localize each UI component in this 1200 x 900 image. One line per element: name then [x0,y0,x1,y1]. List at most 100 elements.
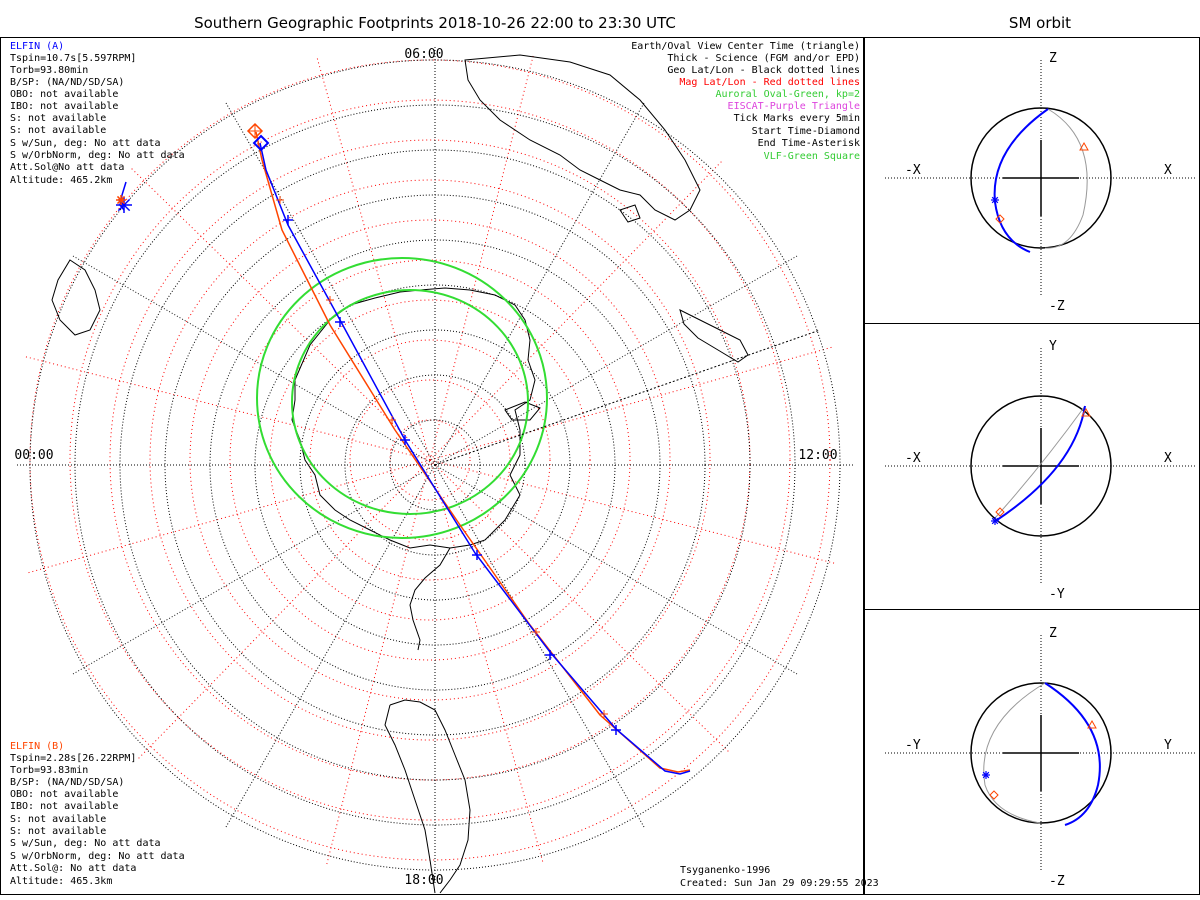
orbit-trace-gray [994,405,1086,519]
mag-lon-line [429,459,731,754]
mag-lat-circle [109,139,751,781]
orbit-label-top: Z [1049,626,1057,641]
elfin-a-info: ELFIN (A) Tspin=10.7s[5.597RPM] Torb=93.… [10,41,185,186]
legend-entry: VLF-Green Square [764,151,860,162]
orbit-title: SM orbit [1009,14,1071,32]
south-america-coast [384,699,471,894]
legend-entry: Mag Lat/Lon - Red dotted lines [679,77,860,88]
end-asterisk [117,198,131,212]
elfin-a-line: S w/Sun, deg: No att data [10,138,161,149]
orbit-label-left: -X [905,451,921,466]
new-zealand-coast [679,309,749,363]
orbit-label-right: X [1164,163,1172,178]
earth-circle [970,107,1112,249]
time-label-left: 00:00 [14,448,53,463]
antarctica-coast [291,287,536,549]
elfin-a-line: S w/OrbNorm, deg: No att data [10,150,185,161]
elfin-b-line: B/SP: (NA/ND/SD/SA) [10,777,124,788]
island-small-2 [619,204,641,223]
mag-lon-line [429,459,544,865]
mag-lat-circle [69,99,791,821]
model-text: Tsyganenko-1996 [680,865,770,876]
mag-lon-line [25,459,431,574]
elfin-a-line: S: not available [10,125,106,136]
mag-lat-circle [269,299,591,621]
elfin-a-line: IBO: not available [10,101,118,112]
auroral-ovals [256,257,548,539]
mag-lat-circle [229,259,631,661]
elfin-b-line: S: not available [10,814,106,825]
geo-lon-line [434,101,646,466]
start-diamond-orbit [995,214,1005,224]
legend-entry: Auroral Oval-Green, kp=2 [716,89,861,100]
orbit-trace-a [993,108,1049,253]
elfin-b-line: Torb=93.83min [10,765,88,776]
orbit-trace-gray [983,682,1046,824]
elfin-a-name: ELFIN (A) [10,41,64,52]
orbit-trace-a [1044,682,1101,826]
end-asterisk-orbit [991,517,999,525]
view-center-triangle [1081,407,1091,417]
elfin-a-line: B/SP: (NA/ND/SD/SA) [10,77,124,88]
orbit-label-bottom: -Z [1049,299,1065,314]
geo-lon-line [71,464,436,676]
mag-lat-circle [389,419,471,501]
orbit-panel-3: Z -Z -Y Y [885,626,1195,889]
start-diamond-orbit [995,507,1005,517]
geo-lon-line [224,464,436,829]
elfin-a-line: OBO: not available [10,89,118,100]
elfin-a-line: Tspin=10.7s[5.597RPM] [10,53,136,64]
orbit-label-right: Y [1164,738,1172,753]
elfin-b-line: S: not available [10,826,106,837]
view-center-line [434,329,821,466]
elfin-b-line: S w/Sun, deg: No att data [10,838,161,849]
legend-entry: Thick - Science (FGM and/or EPD) [667,53,860,64]
time-label-bottom: 18:00 [404,873,443,888]
start-diamond-a [252,134,270,152]
track-elfin-b [255,131,691,773]
legend-entry: Earth/Oval View Center Time (triangle) [631,41,860,52]
orbit-label-bottom: -Y [1049,587,1065,602]
geo-lon-line [224,101,436,466]
earth-circle [970,395,1112,537]
orbit-trace-gray [1044,108,1088,249]
mag-lon-line [325,459,431,868]
mag-lon-line [136,459,431,761]
elfin-b-line: Att.Sol@: No att data [10,863,136,874]
end-asterisk-orbit [991,196,999,204]
main-map-frame [0,37,864,895]
footprint-tracks [116,122,691,775]
elfin-a-line: Att.Sol@No att data [10,162,124,173]
orbit-label-left: -X [905,163,921,178]
legend: Earth/Oval View Center Time (triangle) T… [631,41,860,162]
earth-circle [970,682,1112,824]
time-label-right: 12:00 [798,448,837,463]
mag-lon-line [129,166,431,461]
orbit-label-left: -Y [905,738,921,753]
geo-lon-line [71,254,436,466]
elfin-b-line: OBO: not available [10,789,118,800]
legend-entry: End Time-Asterisk [758,138,860,149]
geo-lon-line [434,464,646,829]
auroral-oval-outer [256,257,548,539]
orbit-panel-2: Y -Y -X X [885,339,1195,602]
orbit-label-bottom: -Z [1049,874,1065,889]
orbit-panel-1: Z -Z -X X [885,51,1195,314]
elfin-b-line: IBO: not available [10,801,118,812]
legend-entry: Start Time-Diamond [752,126,860,137]
time-label-top: 06:00 [404,47,443,62]
elfin-b-line: Tspin=2.28s[26.22RPM] [10,753,136,764]
end-asterisk [116,195,126,205]
elfin-a-line: Altitude: 465.2km [10,175,112,186]
mag-lon-line [22,355,431,461]
coastlines [51,54,749,894]
magnetic-grid [22,52,838,868]
orbit-panel-frame-1 [864,37,1200,324]
legend-entry: Geo Lat/Lon - Black dotted lines [667,65,860,76]
elfin-a-line: S: not available [10,113,106,124]
end-asterisk-orbit [982,771,990,779]
view-center-triangle [1079,141,1089,151]
orbit-panels: Z -Z -X X Y -Y -X X Z -Z -Y Y [885,51,1195,889]
island-small-1 [504,401,541,421]
